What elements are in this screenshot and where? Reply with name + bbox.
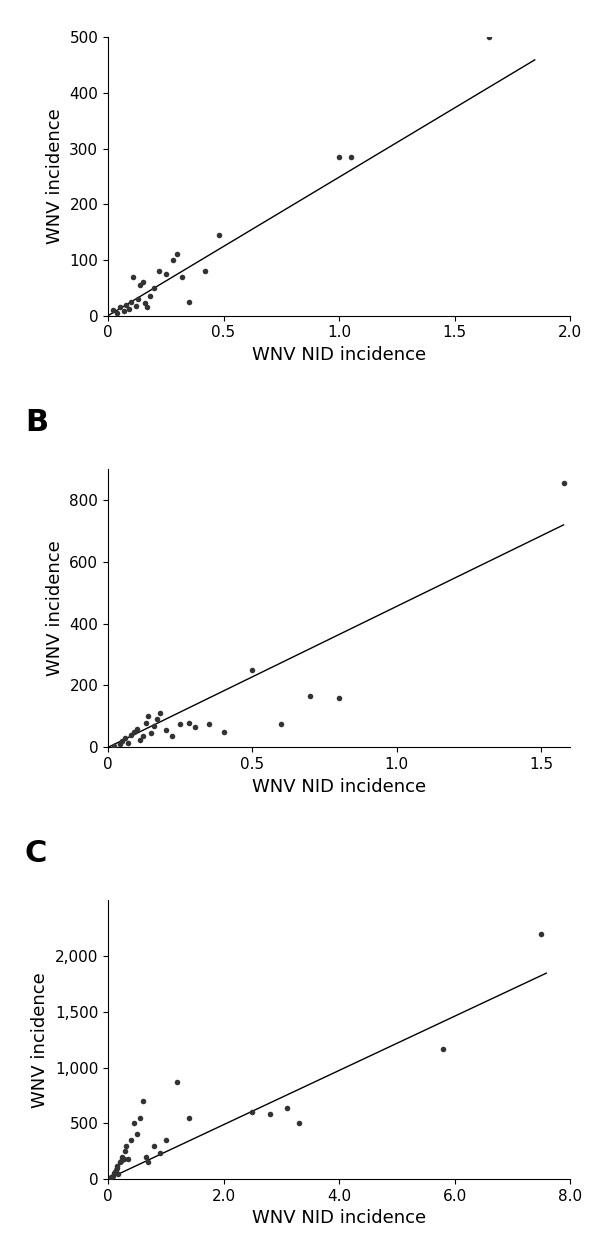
Point (559, 473, 569, 493)
Point (161, 720, 170, 740)
Point (173, 244, 182, 264)
Point (143, 1153, 153, 1173)
Point (118, 731, 127, 751)
Point (115, 735, 124, 755)
Point (277, 714, 286, 733)
Point (184, 292, 194, 311)
Point (126, 1131, 136, 1150)
Point (138, 726, 148, 746)
Point (155, 704, 165, 724)
Point (218, 722, 228, 742)
Text: A: A (25, 0, 49, 5)
Point (113, 1164, 123, 1184)
Point (135, 1108, 145, 1128)
Point (115, 298, 124, 318)
Point (129, 1113, 139, 1133)
Point (154, 261, 164, 280)
Point (119, 302, 129, 321)
Point (190, 717, 199, 737)
Point (161, 1131, 170, 1150)
Point (438, 1039, 448, 1059)
Point (111, 1160, 121, 1180)
X-axis label: WNV NID incidence: WNV NID incidence (252, 346, 426, 364)
Point (177, 267, 187, 287)
Point (112, 1155, 122, 1175)
Point (135, 730, 145, 750)
Point (167, 726, 176, 746)
Point (112, 303, 122, 323)
Text: C: C (25, 839, 47, 869)
Point (184, 712, 194, 732)
Point (305, 686, 315, 706)
Point (121, 1142, 130, 1162)
Point (126, 725, 136, 745)
Y-axis label: WNV incidence: WNV incidence (46, 540, 64, 676)
Point (149, 278, 159, 298)
Point (124, 299, 134, 319)
Point (282, 1098, 292, 1118)
Point (132, 1124, 142, 1144)
Point (143, 706, 153, 726)
Point (149, 1136, 159, 1155)
Point (214, 225, 224, 244)
Point (168, 251, 178, 271)
Point (175, 714, 185, 733)
Point (129, 722, 139, 742)
Point (184, 1108, 194, 1128)
Point (200, 261, 210, 280)
Point (115, 1153, 124, 1173)
Point (136, 276, 145, 295)
Point (106, 1167, 116, 1186)
Point (121, 728, 130, 748)
Point (133, 289, 143, 309)
Point (152, 710, 162, 730)
Point (138, 1091, 148, 1111)
Point (108, 300, 118, 320)
Point (146, 724, 156, 743)
Point (124, 1149, 133, 1169)
Point (155, 1143, 165, 1163)
Point (334, 146, 344, 166)
Point (173, 1072, 182, 1092)
Point (108, 1165, 118, 1185)
Point (109, 736, 119, 756)
Point (138, 272, 148, 292)
Point (142, 298, 152, 318)
Point (119, 1149, 129, 1169)
Point (161, 264, 170, 284)
Point (248, 660, 257, 680)
X-axis label: WNV NID incidence: WNV NID incidence (252, 778, 426, 795)
Point (118, 1147, 127, 1167)
Point (265, 1104, 275, 1124)
Point (140, 294, 150, 314)
Point (294, 1113, 304, 1133)
Point (141, 1147, 151, 1167)
Point (149, 716, 159, 736)
Point (536, 925, 546, 944)
Text: B: B (25, 407, 48, 437)
Point (126, 292, 136, 311)
Point (110, 1163, 120, 1183)
Point (124, 732, 133, 752)
Point (132, 719, 142, 738)
Point (204, 714, 214, 733)
Point (128, 267, 138, 287)
Point (112, 1158, 121, 1178)
Point (131, 295, 140, 315)
Point (116, 1152, 125, 1172)
Point (346, 146, 355, 166)
Y-axis label: WNV incidence: WNV incidence (46, 109, 64, 244)
Point (122, 294, 131, 314)
Point (141, 712, 151, 732)
Point (484, 27, 494, 47)
Y-axis label: WNV incidence: WNV incidence (31, 972, 49, 1107)
Point (248, 1102, 257, 1122)
Point (122, 1136, 131, 1155)
Point (334, 688, 344, 707)
X-axis label: WNV NID incidence: WNV NID incidence (252, 1209, 426, 1227)
Point (109, 1164, 119, 1184)
Point (145, 287, 154, 307)
